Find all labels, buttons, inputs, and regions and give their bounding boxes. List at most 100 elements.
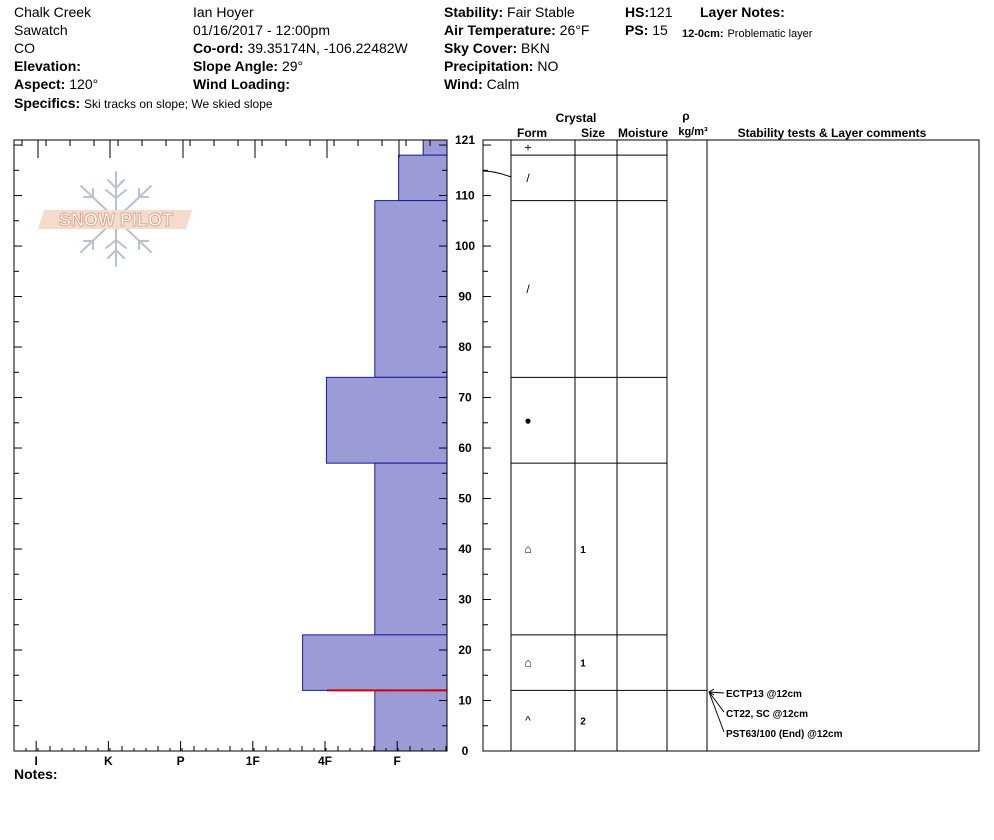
sky-value: BKN — [521, 40, 550, 56]
sky-label: Sky Cover: — [444, 40, 518, 56]
stability: Stability: Fair Stable — [444, 4, 575, 20]
coord-value: 39.35174N, -106.22482W — [247, 40, 408, 56]
hardness-tick-label: F — [394, 754, 401, 768]
crystal-form-4: ⌂ — [524, 542, 531, 556]
precipitation: Precipitation: NO — [444, 58, 558, 74]
location: Chalk Creek — [14, 4, 92, 20]
precip-label: Precipitation: — [444, 58, 534, 74]
layer-note-range: 12-0cm: — [682, 28, 724, 40]
layer-note-text: Problematic layer — [727, 28, 813, 40]
logo-text: SNOW PILOT — [59, 210, 173, 230]
hardness-tick-label: P — [177, 754, 185, 768]
crystal-size-4: 1 — [580, 545, 586, 556]
hs-value: 121 — [649, 4, 673, 20]
height-tick-label: 80 — [458, 340, 472, 354]
specifics: Specifics: Ski tracks on slope; We skied… — [14, 95, 273, 112]
aspect: Aspect: 120° — [14, 76, 98, 92]
height-tick-label: 30 — [458, 593, 472, 607]
height-tick-label: 0 — [462, 744, 469, 758]
precip-value: NO — [537, 58, 559, 74]
stability-test-leaders — [708, 688, 725, 733]
height-tick-label: 60 — [458, 441, 472, 455]
specifics-value: Ski tracks on slope; We skied slope — [84, 97, 273, 111]
hardness-tick-label: K — [104, 754, 113, 768]
height-tick-label: 20 — [458, 643, 472, 657]
hardness-bar-0 — [422, 139, 448, 156]
crystal-size-5: 1 — [580, 659, 586, 670]
hardness-bar-2 — [374, 200, 448, 378]
hardness-bar-3 — [325, 376, 448, 464]
height-tick-label: 100 — [455, 239, 475, 253]
air-temp-label: Air Temperature: — [444, 22, 556, 38]
wind-label: Wind: — [444, 76, 483, 92]
crystal-form-5: ⌂ — [524, 656, 531, 670]
crystal-form-0: + — [524, 141, 531, 155]
stability-label: Stability: — [444, 4, 504, 20]
crystal-form-1: / — [526, 171, 530, 185]
ps-value: 15 — [652, 22, 668, 38]
state: CO — [14, 40, 35, 56]
coord-label: Co-ord: — [193, 40, 244, 56]
leader-ectp — [708, 691, 725, 694]
height-tick-label: 50 — [458, 492, 472, 506]
crystal-form-6: ^ — [525, 714, 531, 728]
col-rho-header: ρ — [682, 109, 689, 123]
stability-test-3: PST63/100 (End) @12cm — [726, 729, 843, 740]
hardness-tick-label: 1F — [246, 754, 260, 768]
aspect-label: Aspect: — [14, 76, 66, 92]
height-tick-label: 110 — [455, 189, 475, 203]
ps: PS: 15 — [625, 22, 668, 38]
observer: Ian Hoyer — [193, 4, 254, 20]
col-comments-header: Stability tests & Layer comments — [738, 126, 927, 140]
hardness-tick-label: I — [35, 754, 38, 768]
col-density-header: kg/m³ — [678, 126, 708, 138]
hs: HS:121 — [625, 4, 672, 20]
col-size-header: Size — [581, 126, 605, 140]
height-tick-label: 40 — [458, 542, 472, 556]
slope-angle: Slope Angle: 29° — [193, 58, 303, 74]
hs-label: HS: — [625, 4, 650, 20]
stability-value: Fair Stable — [507, 4, 575, 20]
air-temp-value: 26°F — [559, 22, 590, 38]
logo-banner — [38, 210, 192, 229]
col-moisture-header: Moisture — [618, 126, 668, 140]
leader-pst — [708, 691, 725, 733]
hardness-bar-1 — [398, 154, 448, 202]
stability-test-1: ECTP13 @12cm — [726, 689, 802, 700]
hardness-bar-4 — [374, 462, 448, 636]
notes-label: Notes: — [14, 766, 58, 782]
crystal-form-2: / — [526, 282, 530, 296]
height-tick-label: 90 — [458, 290, 472, 304]
coordinates: Co-ord: 39.35174N, -106.22482W — [193, 40, 408, 56]
col-crystal-header: Crystal — [556, 111, 597, 125]
temperature-trace — [482, 170, 512, 178]
wind-value: Calm — [486, 76, 520, 92]
crystal-size-6: 2 — [580, 717, 586, 728]
layer-table-frame — [482, 139, 980, 752]
hardness-tick-label: 4F — [318, 754, 332, 768]
slope-value: 29° — [281, 58, 304, 74]
sky-cover: Sky Cover: BKN — [444, 40, 550, 56]
layer-notes-label: Layer Notes: — [700, 4, 785, 20]
datetime: 01/16/2017 - 12:00pm — [193, 22, 330, 38]
leader-ct — [708, 691, 725, 713]
layer-note: 12-0cm: Problematic layer — [682, 24, 812, 42]
height-tick-label: 121 — [455, 133, 475, 147]
elevation-label: Elevation: — [14, 58, 81, 74]
aspect-value: 120° — [69, 76, 99, 92]
wind: Wind: Calm — [444, 76, 519, 92]
height-tick-label: 70 — [458, 391, 472, 405]
slope-label: Slope Angle: — [193, 58, 279, 74]
crystal-form-3: ● — [524, 413, 531, 427]
hardness-bar-5 — [302, 634, 448, 691]
ps-label: PS: — [625, 22, 649, 38]
height-tick-label: 10 — [458, 694, 472, 708]
stability-test-2: CT22, SC @12cm — [726, 709, 808, 720]
hardness-bar-6 — [374, 689, 448, 752]
leader-arrow-head — [708, 688, 715, 696]
air-temperature: Air Temperature: 26°F — [444, 22, 589, 38]
range: Sawatch — [14, 22, 68, 38]
specifics-label: Specifics: — [14, 95, 81, 111]
wind-loading-label: Wind Loading: — [193, 76, 291, 92]
